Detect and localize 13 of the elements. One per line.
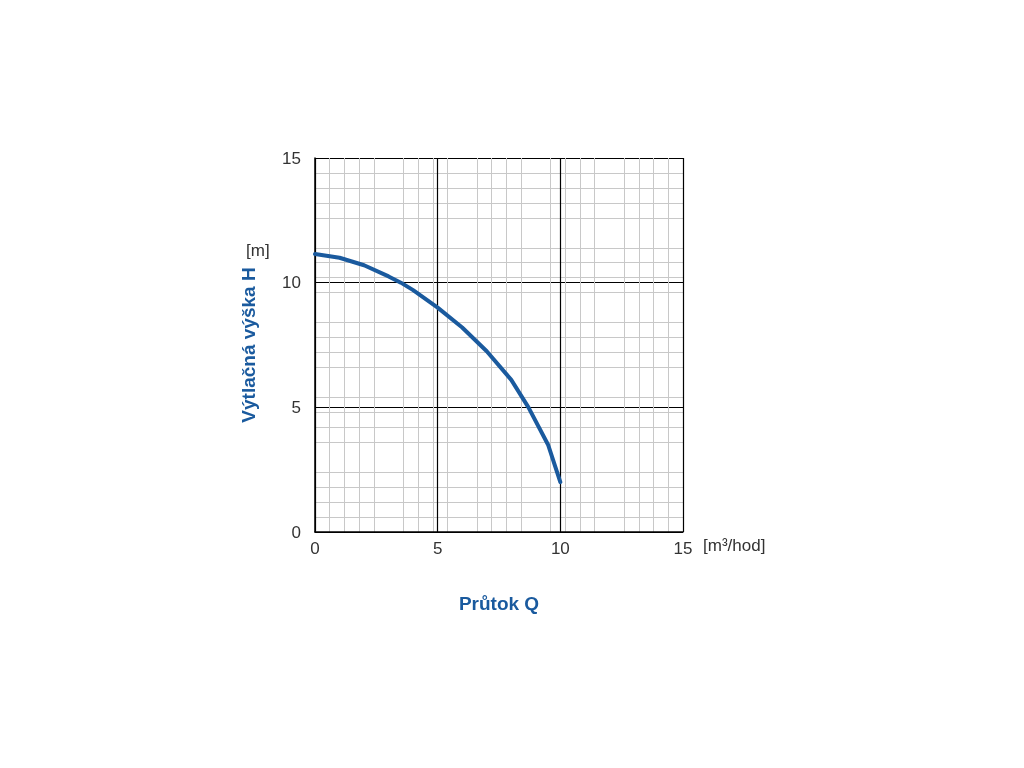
y-tick-label: 5 [291, 397, 301, 417]
text: [m³/hod] [703, 536, 766, 555]
x-tick-label: 0 [310, 539, 320, 558]
y-tick-label: 15 [282, 148, 301, 168]
y-axis-title: Výtlačná výška H [238, 267, 259, 423]
x-tick-label: 5 [432, 539, 443, 558]
y-tick-label: 10 [282, 273, 301, 293]
x-axis-title: Průtok Q [458, 593, 540, 614]
text: [m] [246, 241, 270, 260]
y-tick-label: 0 [291, 522, 301, 542]
x-tick-label: 15 [673, 539, 693, 558]
line-series [313, 251, 563, 485]
x-tick-label: 10 [550, 539, 570, 558]
